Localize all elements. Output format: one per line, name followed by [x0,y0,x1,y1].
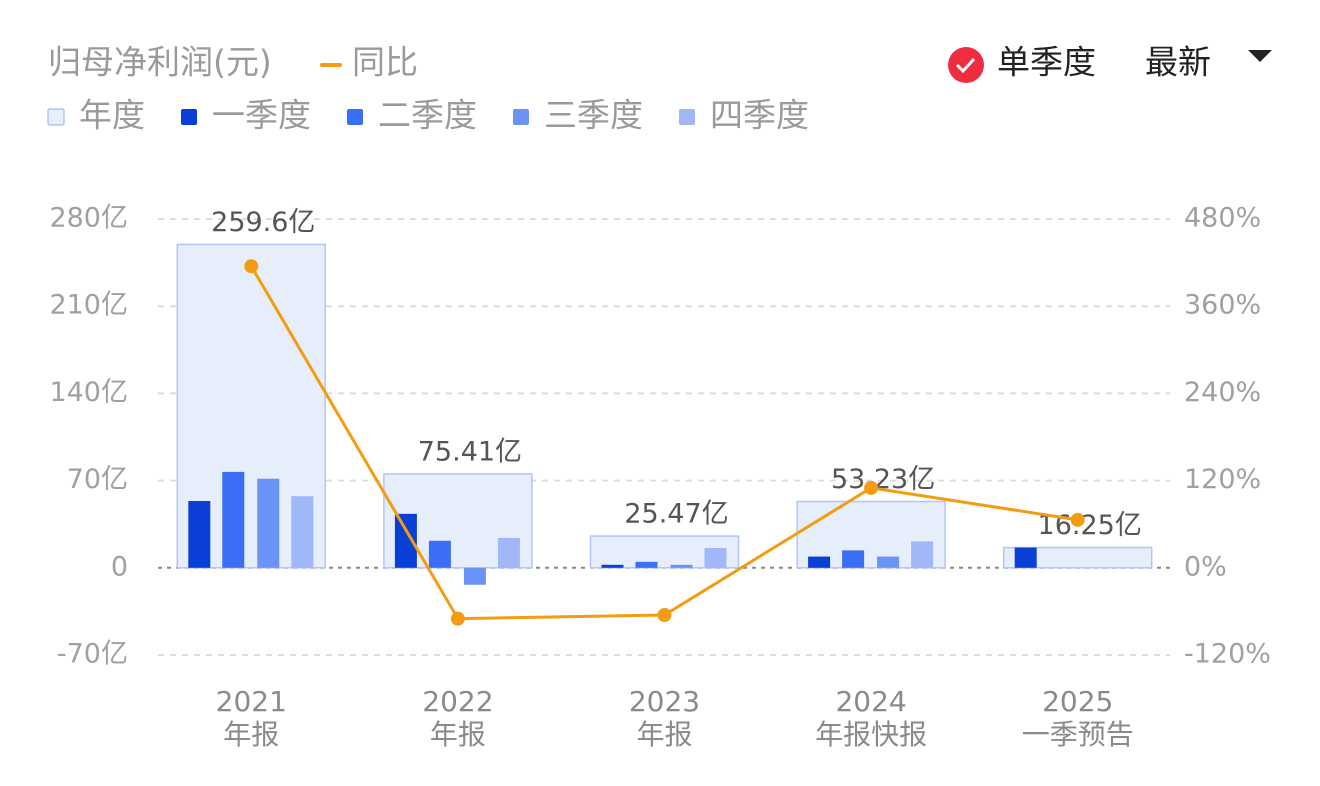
y2-tick-label: 360% [1184,290,1261,321]
y-tick-label: 280亿 [49,203,128,234]
legend-swatch [47,108,65,126]
yoy-point [244,259,259,274]
quarter-bar [428,540,451,568]
y-tick-label: 210亿 [49,290,128,321]
quarter-bar [222,471,245,568]
quarter-bar [394,513,417,568]
legend-label: 年度 [79,96,145,135]
yoy-point [450,611,465,626]
quarter-bar [188,501,211,568]
annual-bar [1002,546,1153,569]
chart-title: 归母净利润(元) [48,43,272,82]
quarter-bar [601,564,624,568]
check-mark [955,57,976,74]
quarter-bar [704,547,727,568]
legend-label: 一季度 [212,96,311,135]
yoy-point [1070,512,1085,527]
quarter-bar [877,556,900,568]
legend-label: 三季度 [544,96,643,135]
y2-tick-label: -120% [1184,639,1271,670]
legend-swatch [347,109,363,125]
value-label: 259.6亿 [211,207,315,238]
x-tick-sublabel: 一季预告 [1022,718,1134,751]
quarter-bar [463,567,486,585]
y2-tick-label: 120% [1184,464,1261,495]
quarter-bar [291,496,314,568]
x-tick-label: 2024 [835,685,906,718]
y2-tick-label: 240% [1184,377,1261,408]
x-tick-sublabel: 年报 [636,718,692,751]
y-tick-label: 140亿 [49,377,128,408]
x-tick-sublabel: 年报快报 [815,718,927,751]
quarter-bar [911,541,934,568]
quarter-bar [842,550,865,568]
quarter-bar [497,537,520,568]
check-icon[interactable] [948,47,984,83]
quarter-bar [808,556,831,568]
x-tick-label: 2025 [1042,685,1113,718]
legend-swatch [679,109,695,125]
yoy-point [657,608,672,623]
x-tick-label: 2022 [422,685,493,718]
control-sort[interactable]: 最新 [1145,43,1211,82]
legend-label: 二季度 [378,96,477,135]
value-label: 75.41亿 [418,436,522,467]
control-single-quarter[interactable]: 单季度 [997,43,1096,82]
quarter-bar [635,561,658,568]
x-tick-label: 2021 [216,685,287,718]
legend-swatch [513,109,529,125]
legend-label: 四季度 [710,96,809,135]
y-tick-label: -70亿 [57,639,128,670]
y2-tick-label: 0% [1184,551,1227,582]
yoy-point [864,480,879,495]
value-label: 25.47亿 [624,499,728,530]
y-tick-label: 0 [111,551,128,582]
quarter-bar [1014,547,1037,568]
x-tick-sublabel: 年报 [223,718,279,751]
legend-label: 同比 [352,43,418,82]
quarter-bar [670,564,693,568]
dropdown-arrow[interactable] [1248,50,1272,62]
x-tick-label: 2023 [629,685,700,718]
quarter-bar [257,478,280,568]
y2-tick-label: 480% [1184,203,1261,234]
y-tick-label: 70亿 [67,464,128,495]
legend-swatch [181,109,197,125]
x-tick-sublabel: 年报 [430,718,486,751]
